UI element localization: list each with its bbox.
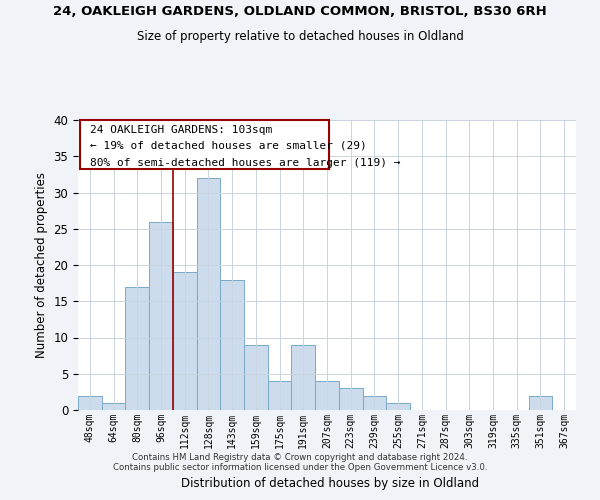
Bar xyxy=(339,388,362,410)
Text: Contains HM Land Registry data © Crown copyright and database right 2024.: Contains HM Land Registry data © Crown c… xyxy=(132,454,468,462)
Bar xyxy=(149,222,173,410)
Text: ← 19% of detached houses are smaller (29): ← 19% of detached houses are smaller (29… xyxy=(91,140,367,150)
Bar xyxy=(362,396,386,410)
Text: 24, OAKLEIGH GARDENS, OLDLAND COMMON, BRISTOL, BS30 6RH: 24, OAKLEIGH GARDENS, OLDLAND COMMON, BR… xyxy=(53,5,547,18)
Text: Contains public sector information licensed under the Open Government Licence v3: Contains public sector information licen… xyxy=(113,464,487,472)
Bar xyxy=(386,403,410,410)
Bar xyxy=(125,287,149,410)
Bar xyxy=(220,280,244,410)
Y-axis label: Number of detached properties: Number of detached properties xyxy=(35,172,48,358)
Bar xyxy=(268,381,292,410)
Bar xyxy=(315,381,339,410)
Text: Distribution of detached houses by size in Oldland: Distribution of detached houses by size … xyxy=(181,477,479,490)
Bar xyxy=(197,178,220,410)
Bar xyxy=(244,345,268,410)
Bar xyxy=(292,345,315,410)
Bar xyxy=(529,396,552,410)
Text: Size of property relative to detached houses in Oldland: Size of property relative to detached ho… xyxy=(137,30,463,43)
Bar xyxy=(78,396,102,410)
Text: 80% of semi-detached houses are larger (119) →: 80% of semi-detached houses are larger (… xyxy=(91,158,401,168)
Bar xyxy=(102,403,125,410)
Bar xyxy=(173,272,197,410)
Text: 24 OAKLEIGH GARDENS: 103sqm: 24 OAKLEIGH GARDENS: 103sqm xyxy=(91,125,272,135)
